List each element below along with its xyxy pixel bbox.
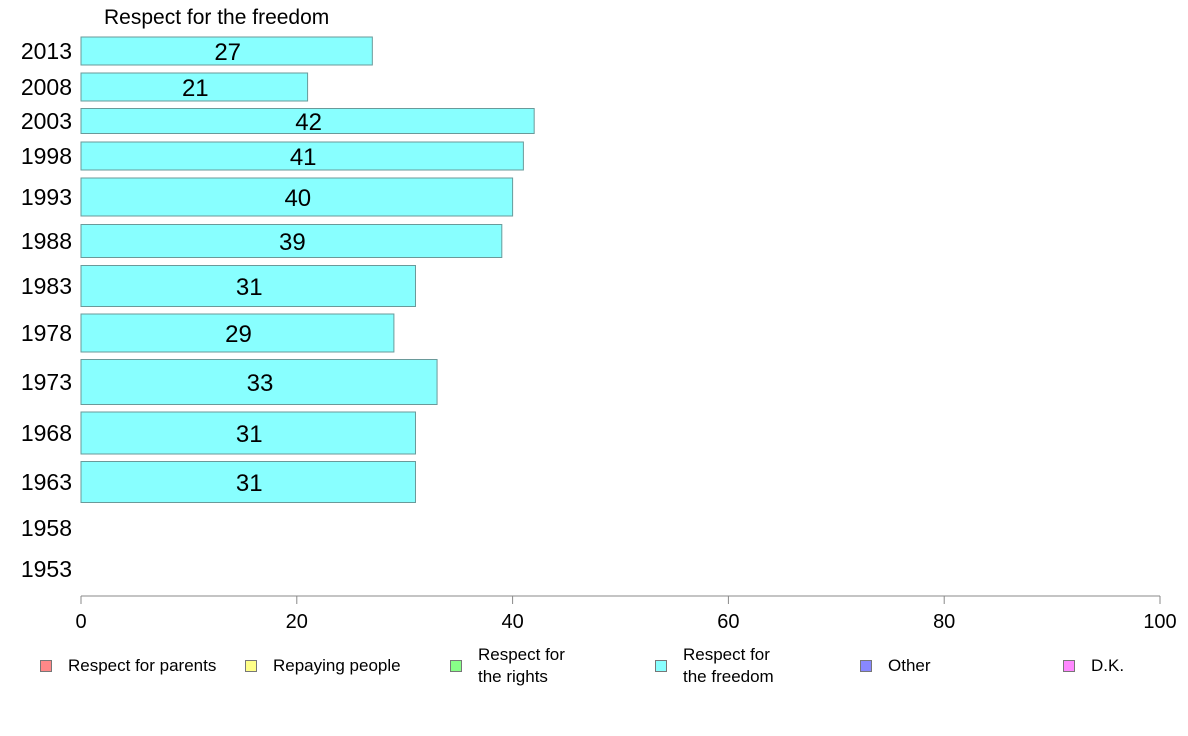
legend-label: Other bbox=[888, 656, 931, 675]
data-label: 31 bbox=[236, 470, 263, 497]
legend-swatch bbox=[860, 660, 872, 672]
legend: Respect for parents Repaying people Respec… bbox=[0, 640, 1188, 700]
y-category-label: 1983 bbox=[21, 273, 72, 299]
legend-swatch bbox=[245, 660, 257, 672]
bar bbox=[80, 36, 373, 66]
y-category-label: 2003 bbox=[21, 108, 72, 134]
data-label: 40 bbox=[284, 185, 311, 212]
legend-swatch bbox=[40, 660, 52, 672]
bar bbox=[80, 224, 503, 258]
data-label: 39 bbox=[279, 229, 306, 256]
bar bbox=[80, 177, 514, 217]
legend-label: Repaying people bbox=[273, 656, 401, 675]
y-category-label: 1988 bbox=[21, 228, 72, 254]
y-category-label: 1958 bbox=[21, 515, 72, 541]
y-category-label: 1973 bbox=[21, 369, 72, 395]
bar bbox=[80, 411, 416, 455]
bar bbox=[80, 141, 524, 171]
y-category-label: 2008 bbox=[21, 74, 72, 100]
legend-item: Respect for parents bbox=[40, 655, 216, 677]
data-label: 42 bbox=[295, 109, 322, 136]
legend-label: D.K. bbox=[1091, 656, 1125, 675]
y-category-label: 1978 bbox=[21, 320, 72, 346]
bar bbox=[80, 72, 309, 102]
legend-swatch bbox=[1063, 660, 1075, 672]
data-label: 41 bbox=[290, 144, 317, 171]
bar bbox=[80, 265, 416, 307]
data-label: 33 bbox=[247, 370, 274, 397]
x-tick-label: 60 bbox=[717, 611, 739, 633]
x-tick-label: 100 bbox=[1143, 611, 1176, 633]
legend-label: Respect for the rights bbox=[478, 645, 565, 686]
chart-title: Respect for the freedom bbox=[104, 6, 330, 29]
bar-chart: 0 20 40 60 80 100 2013 2008 2003 1998 1993 1988 1983… bbox=[21, 36, 1177, 633]
bar bbox=[80, 108, 535, 134]
legend-swatch bbox=[655, 660, 667, 672]
legend-label: Respect for the freedom bbox=[683, 645, 774, 686]
y-category-label: 1953 bbox=[21, 556, 72, 582]
data-label: 31 bbox=[236, 274, 263, 301]
legend-item: Repaying people bbox=[245, 655, 401, 677]
data-label: 29 bbox=[225, 321, 252, 348]
data-label: 27 bbox=[214, 39, 241, 66]
data-label: 21 bbox=[182, 75, 209, 102]
data-label: 31 bbox=[236, 421, 263, 448]
x-tick-label: 40 bbox=[501, 611, 523, 633]
y-category-label: 1963 bbox=[21, 469, 72, 495]
legend-item: Respect for the rights bbox=[450, 644, 565, 688]
legend-item: Other bbox=[860, 655, 931, 677]
bar bbox=[80, 313, 395, 353]
y-category-label: 1998 bbox=[21, 143, 72, 169]
legend-item: D.K. bbox=[1063, 655, 1124, 677]
x-tick-label: 0 bbox=[75, 611, 86, 633]
y-category-label: 1993 bbox=[21, 184, 72, 210]
legend-swatch bbox=[450, 660, 462, 672]
legend-item: Respect for the freedom bbox=[655, 644, 774, 688]
y-category-label: 2013 bbox=[21, 38, 72, 64]
bar bbox=[80, 359, 438, 405]
bar bbox=[80, 461, 416, 503]
legend-label: Respect for parents bbox=[68, 656, 217, 675]
y-category-label: 1968 bbox=[21, 420, 72, 446]
x-tick-label: 20 bbox=[286, 611, 308, 633]
x-tick-label: 80 bbox=[933, 611, 955, 633]
